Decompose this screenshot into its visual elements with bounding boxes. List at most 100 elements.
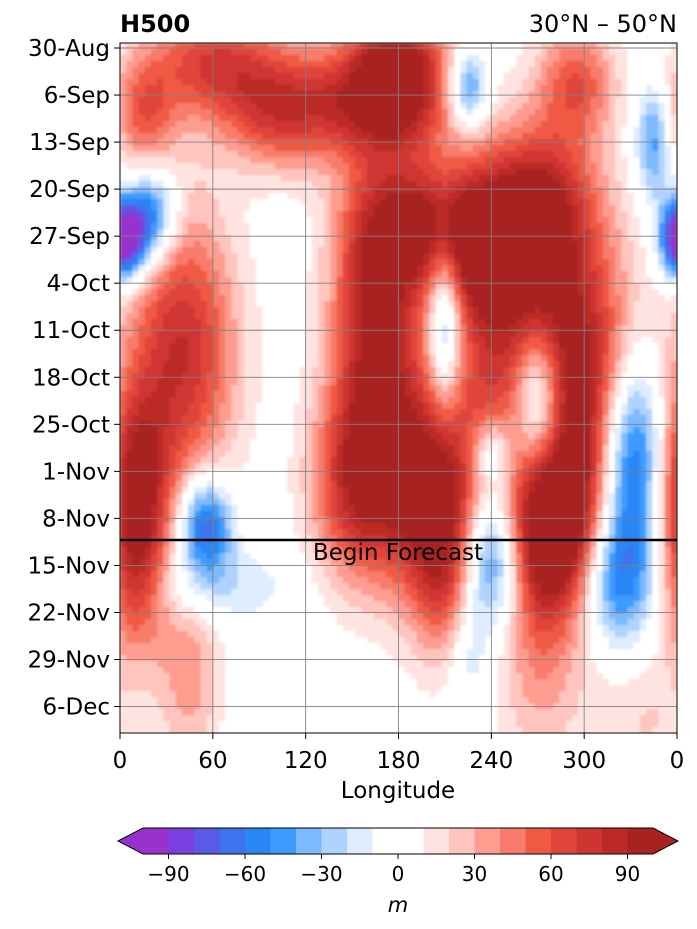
heatmap-cell <box>150 343 158 350</box>
heatmap-cell <box>497 265 505 272</box>
heatmap-cell <box>466 193 474 200</box>
heatmap-cell <box>547 325 554 332</box>
heatmap-cell <box>639 43 647 50</box>
heatmap-cell <box>460 223 468 230</box>
heatmap-cell <box>144 199 152 206</box>
heatmap-cell <box>355 157 362 164</box>
heatmap-cell <box>460 367 468 374</box>
heatmap-cell <box>200 79 208 86</box>
heatmap-cell <box>621 325 629 332</box>
heatmap-cell <box>658 91 666 98</box>
heatmap-cell <box>194 115 202 122</box>
heatmap-cell <box>138 175 146 182</box>
heatmap-cell <box>435 211 443 218</box>
heatmap-cell <box>330 103 338 110</box>
heatmap-cell <box>336 103 344 110</box>
heatmap-cell <box>658 79 666 86</box>
heatmap-cell <box>150 187 158 194</box>
heatmap-cell <box>652 67 660 74</box>
heatmap-cell <box>200 349 208 356</box>
heatmap-cell <box>206 163 214 170</box>
heatmap-cell <box>188 79 195 86</box>
heatmap-cell <box>280 241 288 248</box>
heatmap-cell <box>466 361 474 368</box>
heatmap-cell <box>243 283 251 290</box>
heatmap-cell <box>311 199 319 206</box>
heatmap-cell <box>392 175 400 182</box>
heatmap-cell <box>540 163 548 170</box>
heatmap-cell <box>553 313 561 320</box>
heatmap-cell <box>503 151 511 158</box>
heatmap-cell <box>497 235 505 242</box>
heatmap-cell <box>528 151 536 158</box>
heatmap-cell <box>491 361 499 368</box>
heatmap-cell <box>602 103 610 110</box>
heatmap-cell <box>200 313 208 320</box>
heatmap-cell <box>540 253 548 260</box>
heatmap-cell <box>571 349 579 356</box>
heatmap-cell <box>219 313 226 320</box>
heatmap-cell <box>219 229 226 236</box>
heatmap-cell <box>206 271 214 278</box>
heatmap-cell <box>559 349 567 356</box>
heatmap-cell <box>126 349 133 356</box>
heatmap-cell <box>627 271 635 278</box>
heatmap-cell <box>608 193 616 200</box>
heatmap-cell <box>379 199 387 206</box>
heatmap-cell <box>429 67 437 74</box>
heatmap-cell <box>398 121 406 128</box>
heatmap-cell <box>392 313 400 320</box>
heatmap-cell <box>503 229 511 236</box>
heatmap-cell <box>386 253 393 260</box>
heatmap-cell <box>448 289 455 296</box>
heatmap-cell <box>664 235 672 242</box>
heatmap-cell <box>181 325 189 332</box>
heatmap-cell <box>324 175 332 182</box>
heatmap-cell <box>330 163 338 170</box>
heatmap-cell <box>287 169 294 176</box>
heatmap-cell <box>386 313 393 320</box>
heatmap-cell <box>646 361 653 368</box>
heatmap-cell <box>305 223 313 230</box>
heatmap-cell <box>342 253 350 260</box>
heatmap-cell <box>163 373 171 380</box>
heatmap-cell <box>410 49 418 56</box>
heatmap-cell <box>646 73 653 80</box>
heatmap-cell <box>516 289 523 296</box>
heatmap-cell <box>392 277 400 284</box>
heatmap-cell <box>509 67 517 74</box>
heatmap-cell <box>206 265 214 272</box>
heatmap-cell <box>311 235 319 242</box>
heatmap-cell <box>194 283 202 290</box>
heatmap-cell <box>485 235 492 242</box>
heatmap-cell <box>373 73 381 80</box>
heatmap-cell <box>188 301 195 308</box>
heatmap-cell <box>522 211 530 218</box>
heatmap-cell <box>175 205 183 212</box>
heatmap-cell <box>225 283 232 290</box>
heatmap-cell <box>460 175 468 182</box>
heatmap-cell <box>590 223 598 230</box>
heatmap-cell <box>485 61 492 68</box>
heatmap-cell <box>652 115 660 122</box>
heatmap-cell <box>658 109 666 116</box>
heatmap-cell <box>584 235 591 242</box>
heatmap-cell <box>528 121 536 128</box>
heatmap-cell <box>305 151 313 158</box>
heatmap-cell <box>194 73 202 80</box>
heatmap-cell <box>237 331 245 338</box>
heatmap-cell <box>590 103 598 110</box>
heatmap-cell <box>348 181 356 188</box>
heatmap-cell <box>361 97 369 104</box>
heatmap-cell <box>534 55 542 62</box>
heatmap-cell <box>621 367 629 374</box>
heatmap-cell <box>664 259 672 266</box>
heatmap-cell <box>652 55 660 62</box>
heatmap-cell <box>615 223 622 230</box>
heatmap-cell <box>188 121 195 128</box>
heatmap-cell <box>429 115 437 122</box>
heatmap-cell <box>410 253 418 260</box>
heatmap-cell <box>497 175 505 182</box>
heatmap-cell <box>231 277 239 284</box>
heatmap-cell <box>293 205 301 212</box>
